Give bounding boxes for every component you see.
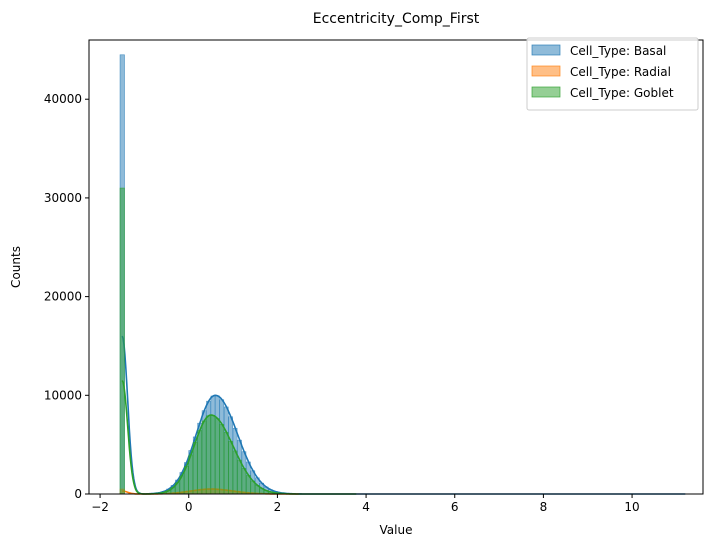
y-axis-title: Counts	[9, 246, 23, 288]
x-tick-label: 8	[540, 500, 548, 514]
histogram-bar	[232, 450, 238, 495]
histogram-bar	[241, 468, 247, 495]
x-tick-label: 6	[451, 500, 459, 514]
x-tick-label: 10	[624, 500, 639, 514]
histogram-bar	[201, 420, 207, 495]
legend-swatch	[531, 44, 561, 56]
y-tick-label: 30000	[44, 191, 82, 205]
histogram-bar	[192, 442, 198, 495]
y-tick-label: 20000	[44, 290, 82, 304]
histogram-bar	[210, 415, 216, 495]
x-axis: −2 0 2 4 6 8 10	[91, 494, 640, 514]
histogram-bar	[223, 431, 229, 495]
x-tick-label: 2	[274, 500, 282, 514]
legend: Cell_Type: Basal Cell_Type: Radial Cell_Ty…	[526, 37, 699, 111]
y-tick-label: 40000	[44, 92, 82, 106]
histogram-bar	[119, 187, 125, 495]
histogram-bar	[219, 424, 225, 495]
x-axis-title: Value	[380, 523, 413, 537]
x-tick-label: 0	[185, 500, 193, 514]
x-tick-label: −2	[91, 500, 109, 514]
y-axis: 0 10000 20000 30000 40000	[44, 92, 89, 501]
histogram-bar	[197, 430, 202, 495]
x-tick-label: 4	[362, 500, 370, 514]
legend-label: Cell_Type: Basal	[570, 44, 666, 58]
axes-frame	[88, 39, 704, 495]
plot-area	[119, 54, 686, 495]
histogram-bar	[228, 441, 233, 495]
histogram-bar	[237, 459, 242, 495]
y-tick-label: 0	[74, 487, 82, 501]
y-tick-label: 10000	[44, 388, 82, 402]
histogram-bar	[215, 418, 220, 495]
chart-title: Eccentricity_Comp_First	[313, 11, 480, 27]
legend-box	[526, 37, 699, 111]
legend-swatch	[531, 65, 561, 77]
legend-label: Cell_Type: Radial	[570, 65, 671, 79]
histogram-bar	[206, 415, 211, 495]
legend-swatch	[531, 86, 561, 98]
legend-label: Cell_Type: Goblet	[570, 86, 674, 100]
